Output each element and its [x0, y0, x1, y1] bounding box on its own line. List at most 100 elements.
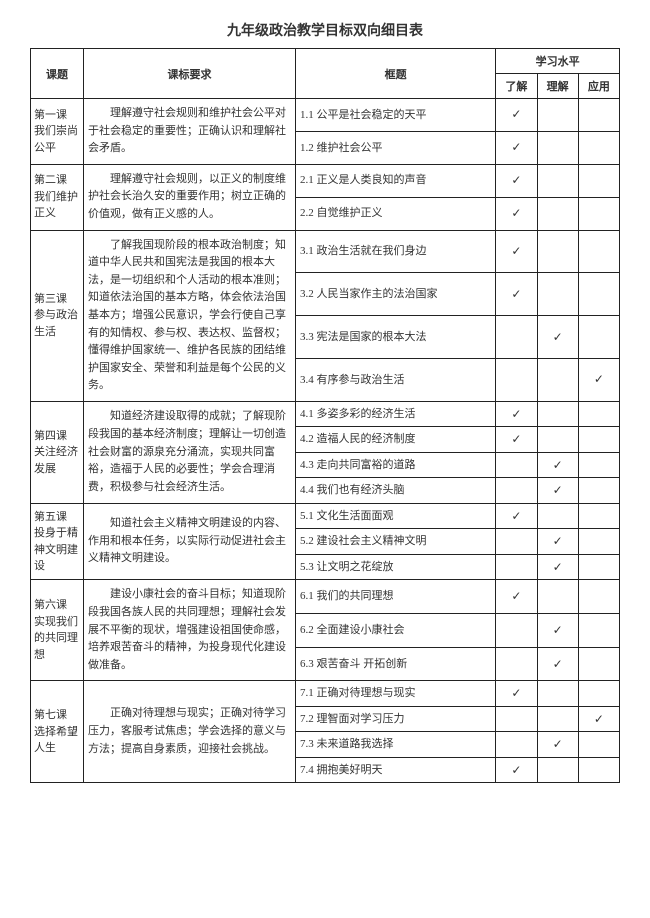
level-mark — [496, 478, 537, 504]
framework-cell: 7.1 正确对待理想与现实 — [296, 681, 496, 707]
framework-cell: 7.3 未来道路我选择 — [296, 732, 496, 758]
level-mark: ✓ — [496, 273, 537, 316]
level-mark — [578, 529, 619, 555]
level-mark — [537, 359, 578, 402]
level-mark — [578, 614, 619, 648]
page-title: 九年级政治教学目标双向细目表 — [30, 20, 620, 40]
table-row: 第六课 实现我们的共同理想建设小康社会的奋斗目标；知道现阶段我国各族人民的共同理… — [31, 580, 620, 614]
framework-cell: 4.2 造福人民的经济制度 — [296, 427, 496, 453]
level-mark — [537, 273, 578, 316]
level-mark — [578, 757, 619, 783]
level-mark — [578, 273, 619, 316]
level-mark — [578, 580, 619, 614]
framework-cell: 4.3 走向共同富裕的道路 — [296, 452, 496, 478]
level-mark — [578, 647, 619, 681]
level-mark — [537, 197, 578, 230]
level-mark — [496, 706, 537, 732]
level-mark — [578, 99, 619, 132]
th-level-group: 学习水平 — [496, 49, 620, 74]
requirement-cell: 理解遵守社会规则和维护社会公平对于社会稳定的重要性；正确认识和理解社会矛盾。 — [84, 99, 296, 165]
framework-cell: 2.1 正义是人类良知的声音 — [296, 164, 496, 197]
lesson-cell: 第五课 投身于精神文明建设 — [31, 503, 84, 580]
framework-cell: 7.4 拥抱美好明天 — [296, 757, 496, 783]
level-mark — [578, 503, 619, 529]
level-mark: ✓ — [578, 359, 619, 402]
level-mark: ✓ — [537, 478, 578, 504]
level-mark: ✓ — [537, 316, 578, 359]
spec-table: 课题 课标要求 框题 学习水平 了解 理解 应用 第一课 我们崇尚公平理解遵守社… — [30, 48, 620, 783]
level-mark: ✓ — [496, 197, 537, 230]
framework-cell: 6.3 艰苦奋斗 开拓创新 — [296, 647, 496, 681]
level-mark: ✓ — [496, 131, 537, 164]
level-mark — [578, 316, 619, 359]
level-mark: ✓ — [537, 647, 578, 681]
level-mark — [537, 427, 578, 453]
level-mark — [537, 164, 578, 197]
framework-cell: 5.2 建设社会主义精神文明 — [296, 529, 496, 555]
level-mark — [537, 681, 578, 707]
level-mark: ✓ — [537, 452, 578, 478]
table-row: 第三课 参与政治生活了解我国现阶段的根本政治制度；知道中华人民共和国宪法是我国的… — [31, 230, 620, 273]
level-mark: ✓ — [537, 554, 578, 580]
table-row: 第七课 选择希望人生正确对待理想与现实；正确对待学习压力，客服考试焦虑；学会选择… — [31, 681, 620, 707]
level-mark — [537, 401, 578, 427]
lesson-cell: 第六课 实现我们的共同理想 — [31, 580, 84, 681]
table-row: 第二课 我们维护正义理解遵守社会规则，以正义的制度维护社会长治久安的重要作用；树… — [31, 164, 620, 197]
level-mark — [496, 554, 537, 580]
level-mark: ✓ — [537, 614, 578, 648]
framework-cell: 1.1 公平是社会稳定的天平 — [296, 99, 496, 132]
requirement-cell: 理解遵守社会规则，以正义的制度维护社会长治久安的重要作用；树立正确的价值观，做有… — [84, 164, 296, 230]
framework-cell: 3.3 宪法是国家的根本大法 — [296, 316, 496, 359]
level-mark — [537, 580, 578, 614]
level-mark — [578, 478, 619, 504]
level-mark — [578, 401, 619, 427]
framework-cell: 5.1 文化生活面面观 — [296, 503, 496, 529]
level-mark: ✓ — [496, 230, 537, 273]
framework-cell: 1.2 维护社会公平 — [296, 131, 496, 164]
table-row: 第一课 我们崇尚公平理解遵守社会规则和维护社会公平对于社会稳定的重要性；正确认识… — [31, 99, 620, 132]
level-mark: ✓ — [496, 580, 537, 614]
th-framework: 框题 — [296, 49, 496, 99]
level-mark — [496, 529, 537, 555]
level-mark — [496, 359, 537, 402]
requirement-cell: 知道社会主义精神文明建设的内容、作用和根本任务，以实际行动促进社会主义精神文明建… — [84, 503, 296, 580]
level-mark: ✓ — [496, 757, 537, 783]
level-mark — [537, 230, 578, 273]
level-mark — [578, 197, 619, 230]
table-body: 第一课 我们崇尚公平理解遵守社会规则和维护社会公平对于社会稳定的重要性；正确认识… — [31, 99, 620, 783]
lesson-cell: 第一课 我们崇尚公平 — [31, 99, 84, 165]
requirement-cell: 了解我国现阶段的根本政治制度；知道中华人民共和国宪法是我国的根本大法，是一切组织… — [84, 230, 296, 401]
level-mark: ✓ — [537, 529, 578, 555]
level-mark: ✓ — [496, 401, 537, 427]
level-mark: ✓ — [496, 164, 537, 197]
requirement-cell: 正确对待理想与现实；正确对待学习压力，客服考试焦虑；学会选择的意义与方法；提高自… — [84, 681, 296, 783]
level-mark: ✓ — [496, 503, 537, 529]
level-mark: ✓ — [496, 99, 537, 132]
level-mark: ✓ — [496, 427, 537, 453]
level-mark — [578, 164, 619, 197]
level-mark — [578, 732, 619, 758]
table-row: 第五课 投身于精神文明建设知道社会主义精神文明建设的内容、作用和根本任务，以实际… — [31, 503, 620, 529]
framework-cell: 4.1 多姿多彩的经济生活 — [296, 401, 496, 427]
lesson-cell: 第四课 关注经济发展 — [31, 401, 84, 503]
level-mark — [496, 614, 537, 648]
th-requirement: 课标要求 — [84, 49, 296, 99]
th-lesson: 课题 — [31, 49, 84, 99]
lesson-cell: 第七课 选择希望人生 — [31, 681, 84, 783]
level-mark — [537, 503, 578, 529]
framework-cell: 5.3 让文明之花绽放 — [296, 554, 496, 580]
lesson-cell: 第三课 参与政治生活 — [31, 230, 84, 401]
level-mark — [537, 757, 578, 783]
level-mark: ✓ — [578, 706, 619, 732]
framework-cell: 2.2 自觉维护正义 — [296, 197, 496, 230]
framework-cell: 6.1 我们的共同理想 — [296, 580, 496, 614]
th-l3: 应用 — [578, 74, 619, 99]
framework-cell: 3.4 有序参与政治生活 — [296, 359, 496, 402]
table-header: 课题 课标要求 框题 学习水平 了解 理解 应用 — [31, 49, 620, 99]
framework-cell: 6.2 全面建设小康社会 — [296, 614, 496, 648]
table-row: 第四课 关注经济发展知道经济建设取得的成就；了解现阶段我国的基本经济制度；理解让… — [31, 401, 620, 427]
th-l2: 理解 — [537, 74, 578, 99]
level-mark: ✓ — [537, 732, 578, 758]
level-mark — [496, 732, 537, 758]
requirement-cell: 建设小康社会的奋斗目标；知道现阶段我国各族人民的共同理想；理解社会发展不平衡的现… — [84, 580, 296, 681]
